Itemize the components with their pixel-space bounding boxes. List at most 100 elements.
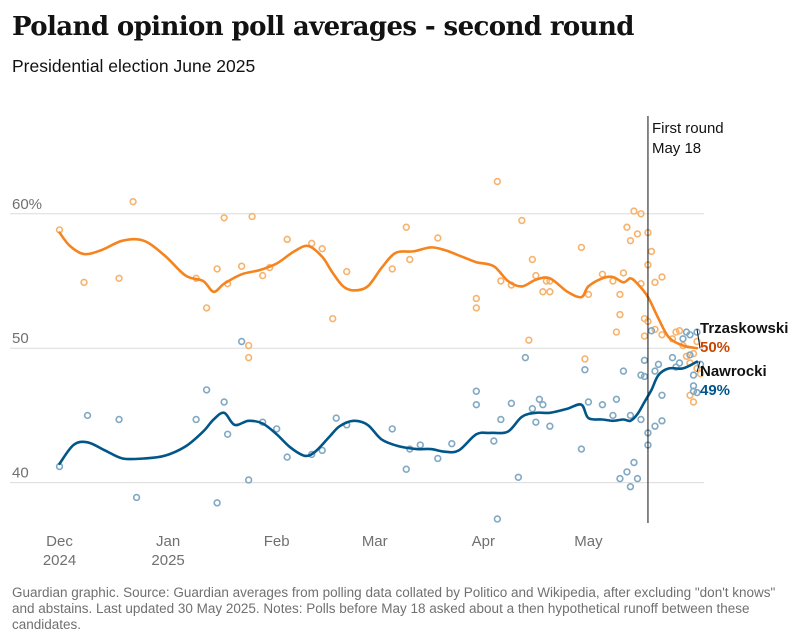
- nawrocki-poll-4: [192, 415, 200, 424]
- annotation-line2: May 18: [652, 140, 701, 157]
- trzaskowski-poll-73: [689, 398, 698, 406]
- series-labels: Trzaskowski 50% Nawrocki 49%: [696, 320, 788, 399]
- nawrocki-poll-35: [539, 400, 547, 409]
- nawrocki-poll-71: [696, 360, 705, 369]
- nawrocki-poll-34: [535, 395, 544, 404]
- average-lines: [58, 231, 699, 466]
- nawrocki-poll-2: [115, 415, 123, 424]
- trzaskowski-poll-27: [497, 277, 505, 285]
- trzaskowski-poll-53: [640, 332, 649, 340]
- trzaskowski-poll-9: [237, 262, 246, 270]
- nawrocki-poll-44: [619, 367, 628, 375]
- trzaskowski-poll-64: [675, 327, 684, 335]
- trzaskowski-poll-5: [202, 304, 211, 312]
- nawrocki-poll-1: [83, 411, 92, 420]
- trzaskowski-poll-59: [651, 325, 659, 334]
- trzaskowski-poll-38: [581, 355, 589, 363]
- nawrocki-poll-32: [528, 405, 537, 413]
- trzaskowski-average-line: [58, 231, 699, 350]
- nawrocki-poll-67: [686, 331, 694, 339]
- trzaskowski-poll-25: [472, 304, 481, 312]
- nawrocki-poll-50: [637, 415, 645, 424]
- trzaskowski-poll-24: [472, 294, 481, 303]
- nawrocki-poll-62: [668, 353, 677, 362]
- nawrocki-poll-27: [493, 515, 502, 523]
- trzaskowski-poll-2: [115, 274, 123, 283]
- trzaskowski-poll-18: [329, 314, 337, 323]
- nawrocki-poll-41: [609, 411, 617, 420]
- nawrocki-poll-21: [416, 441, 424, 449]
- first-round-annotation: First round May 18: [647, 116, 724, 523]
- trzaskowski-poll-21: [402, 223, 410, 231]
- nawrocki-poll-72: [686, 351, 694, 359]
- nawrocki-poll-24: [472, 387, 481, 395]
- trzaskowski-poll-58: [651, 278, 659, 287]
- trzaskowski-poll-44: [616, 310, 624, 319]
- nawrocki-poll-37: [577, 445, 586, 453]
- nawrocki-poll-13: [283, 453, 291, 461]
- trzaskowski-poll-6: [213, 265, 221, 273]
- nawrocki-poll-28: [497, 415, 505, 424]
- poll-chart: 40 50 60% Dec 2024 Jan 2025 Feb Mar Apr May First…: [10, 116, 788, 569]
- nawrocki-poll-22: [434, 454, 442, 463]
- nawrocki-poll-30: [514, 473, 523, 481]
- nawrocki-poll-64: [675, 359, 684, 367]
- y-tick-label-60: 60%: [12, 196, 42, 213]
- nawrocki-poll-8: [223, 430, 232, 438]
- nawrocki-poll-39: [584, 398, 593, 406]
- trzaskowski-poll-30: [525, 336, 533, 344]
- nawrocki-poll-15: [318, 446, 326, 455]
- trzaskowski-poll-69: [693, 337, 701, 346]
- nawrocki-poll-6: [213, 499, 221, 507]
- trzaskowski-poll-35: [546, 288, 554, 296]
- nawrocki-poll-26: [490, 437, 498, 445]
- trzaskowski-poll-42: [612, 328, 621, 336]
- trzaskowski-poll-15: [283, 235, 291, 244]
- x-tick-label-apr: Apr: [472, 533, 495, 550]
- nawrocki-poll-51: [637, 371, 645, 379]
- nawrocki-poll-46: [626, 483, 635, 491]
- trzaskowski-poll-50: [637, 210, 645, 218]
- trzaskowski-poll-19: [343, 267, 351, 276]
- trzaskowski-poll-17: [318, 245, 326, 253]
- nawrocki-poll-56: [647, 327, 656, 335]
- x-tick-label-may: May: [574, 533, 603, 550]
- nawrocki-average-line: [58, 360, 699, 466]
- nawrocki-poll-31: [521, 353, 530, 362]
- nawrocki-poll-74: [689, 371, 698, 379]
- trzaskowski-poll-3: [129, 197, 137, 206]
- nawrocki-poll-65: [679, 335, 687, 343]
- x-tick-label-feb: Feb: [264, 533, 290, 550]
- nawrocki-poll-3: [132, 493, 141, 502]
- nawrocki-poll-59: [654, 360, 663, 369]
- trzaskowski-value-label: 50%: [700, 339, 730, 356]
- nawrocki-poll-42: [612, 395, 621, 404]
- nawrocki-poll-49: [633, 474, 642, 483]
- trzaskowski-leader-line: [696, 328, 701, 349]
- nawrocki-poll-60: [658, 391, 666, 399]
- trzaskowski-poll-45: [619, 269, 628, 277]
- x-tick-sublabel-2025: 2025: [151, 552, 184, 569]
- nawrocki-poll-73: [689, 387, 698, 395]
- nawrocki-poll-53: [640, 372, 649, 381]
- trzaskowski-poll-49: [633, 230, 642, 238]
- trzaskowski-poll-29: [518, 216, 526, 225]
- trzaskowski-poll-60: [658, 273, 666, 281]
- nawrocki-poll-38: [581, 366, 589, 374]
- trzaskowski-poll-12: [248, 212, 256, 221]
- x-tick-sublabel-2024: 2024: [43, 552, 76, 569]
- trzaskowski-poll-57: [647, 247, 656, 256]
- nawrocki-poll-19: [402, 465, 410, 473]
- nawrocki-poll-57: [651, 422, 659, 430]
- trzaskowski-poll-22: [406, 255, 414, 264]
- trzaskowski-label: Trzaskowski: [700, 320, 788, 337]
- nawrocki-poll-23: [448, 439, 456, 448]
- chart-title: Poland opinion poll averages - second ro…: [12, 12, 634, 42]
- trzaskowski-poll-10: [244, 341, 253, 350]
- nawrocki-poll-9: [237, 337, 246, 346]
- poll-dots: [55, 177, 705, 523]
- nawrocki-poll-25: [472, 400, 481, 409]
- nawrocki-poll-29: [507, 399, 516, 408]
- nawrocki-value-label: 49%: [700, 382, 730, 399]
- nawrocki-poll-36: [546, 422, 554, 430]
